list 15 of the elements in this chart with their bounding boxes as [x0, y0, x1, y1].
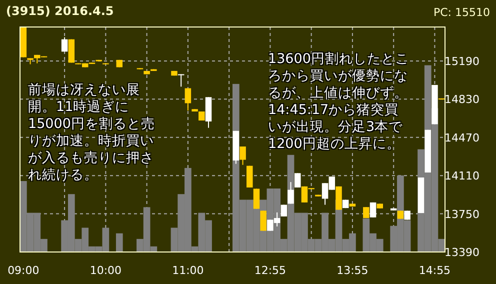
chart-title: (3915) 2016.4.5 [6, 4, 114, 18]
x-tick-label: 14:55 [418, 264, 451, 277]
annotation: 前場は冴えない展開。11時過ぎに15000円を割ると売りが加速。時折買いが入るも売りに押され続ける。 [28, 82, 156, 184]
x-tick-label: 12:55 [254, 264, 286, 277]
x-tick-label: 09:00 [8, 264, 40, 277]
chart-subtitle: PC: 15510 [433, 6, 490, 19]
y-tick-label: 15190 [444, 54, 480, 68]
x-tick-label: 10:00 [90, 264, 122, 277]
y-tick-label: 14830 [444, 93, 480, 106]
y-tick-label: 13390 [444, 246, 480, 259]
x-tick-label: 13:55 [336, 264, 368, 277]
y-tick-label: 13750 [444, 208, 480, 221]
y-tick-label: 14110 [444, 170, 480, 183]
x-tick-label: 11:00 [172, 264, 204, 277]
y-tick-label: 14470 [444, 131, 480, 144]
